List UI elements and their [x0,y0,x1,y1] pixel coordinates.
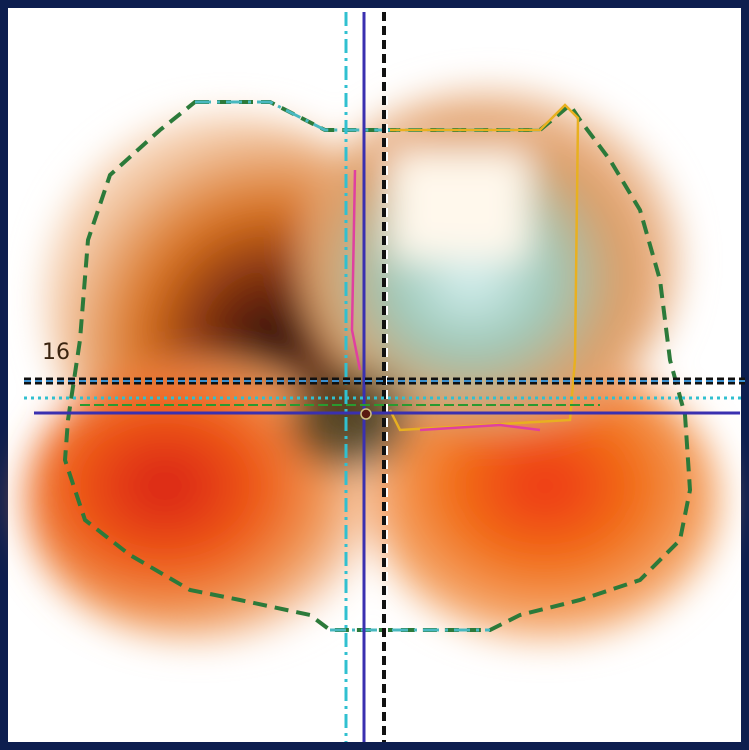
crosshair-lines [24,12,745,742]
slice-label: 16 [42,340,70,365]
heatmap [25,90,720,640]
contours [62,100,693,632]
center-marker [360,408,372,420]
